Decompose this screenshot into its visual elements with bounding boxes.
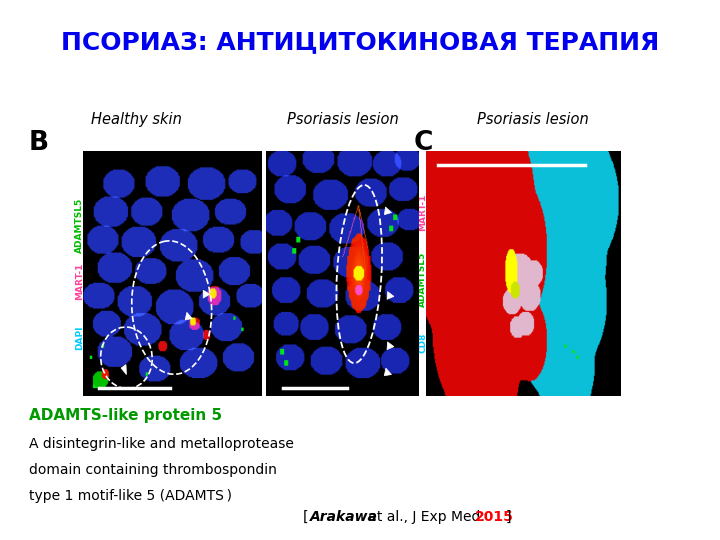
Text: A disintegrin-like and metalloprotease: A disintegrin-like and metalloprotease: [29, 437, 294, 451]
Polygon shape: [203, 290, 210, 298]
Text: 2015: 2015: [475, 510, 514, 524]
Polygon shape: [387, 342, 394, 349]
Polygon shape: [384, 207, 392, 214]
Polygon shape: [387, 292, 394, 299]
Text: DAPI: DAPI: [75, 326, 84, 350]
Text: CD8: CD8: [418, 333, 427, 353]
Polygon shape: [121, 364, 127, 375]
Text: MART-1: MART-1: [418, 194, 427, 231]
Text: ADAMTSL5: ADAMTSL5: [418, 251, 427, 307]
Text: et al., J Exp Med.: et al., J Exp Med.: [364, 510, 489, 524]
Text: ПСОРИАЗ: АНТИЦИТОКИНОВАЯ ТЕРАПИЯ: ПСОРИАЗ: АНТИЦИТОКИНОВАЯ ТЕРАПИЯ: [61, 30, 659, 53]
Text: domain containing thrombospondin: domain containing thrombospondin: [29, 463, 276, 477]
Text: ADAMTSL5: ADAMTSL5: [75, 197, 84, 253]
Text: Psoriasis lesion: Psoriasis lesion: [477, 112, 589, 127]
Text: Healthy skin: Healthy skin: [91, 112, 182, 127]
Text: ADAMTS-like protein 5: ADAMTS-like protein 5: [29, 408, 222, 423]
Polygon shape: [185, 312, 192, 320]
Polygon shape: [384, 368, 392, 376]
Text: Psoriasis lesion: Psoriasis lesion: [287, 112, 399, 127]
Text: [: [: [302, 510, 308, 524]
Text: type 1 motif-like 5 (ADAMTS ): type 1 motif-like 5 (ADAMTS ): [29, 489, 232, 503]
Text: B: B: [29, 130, 49, 156]
Text: Arakawa: Arakawa: [310, 510, 377, 524]
Text: MART-1: MART-1: [75, 263, 84, 300]
Text: ]: ]: [505, 510, 511, 524]
Text: C: C: [414, 130, 433, 156]
